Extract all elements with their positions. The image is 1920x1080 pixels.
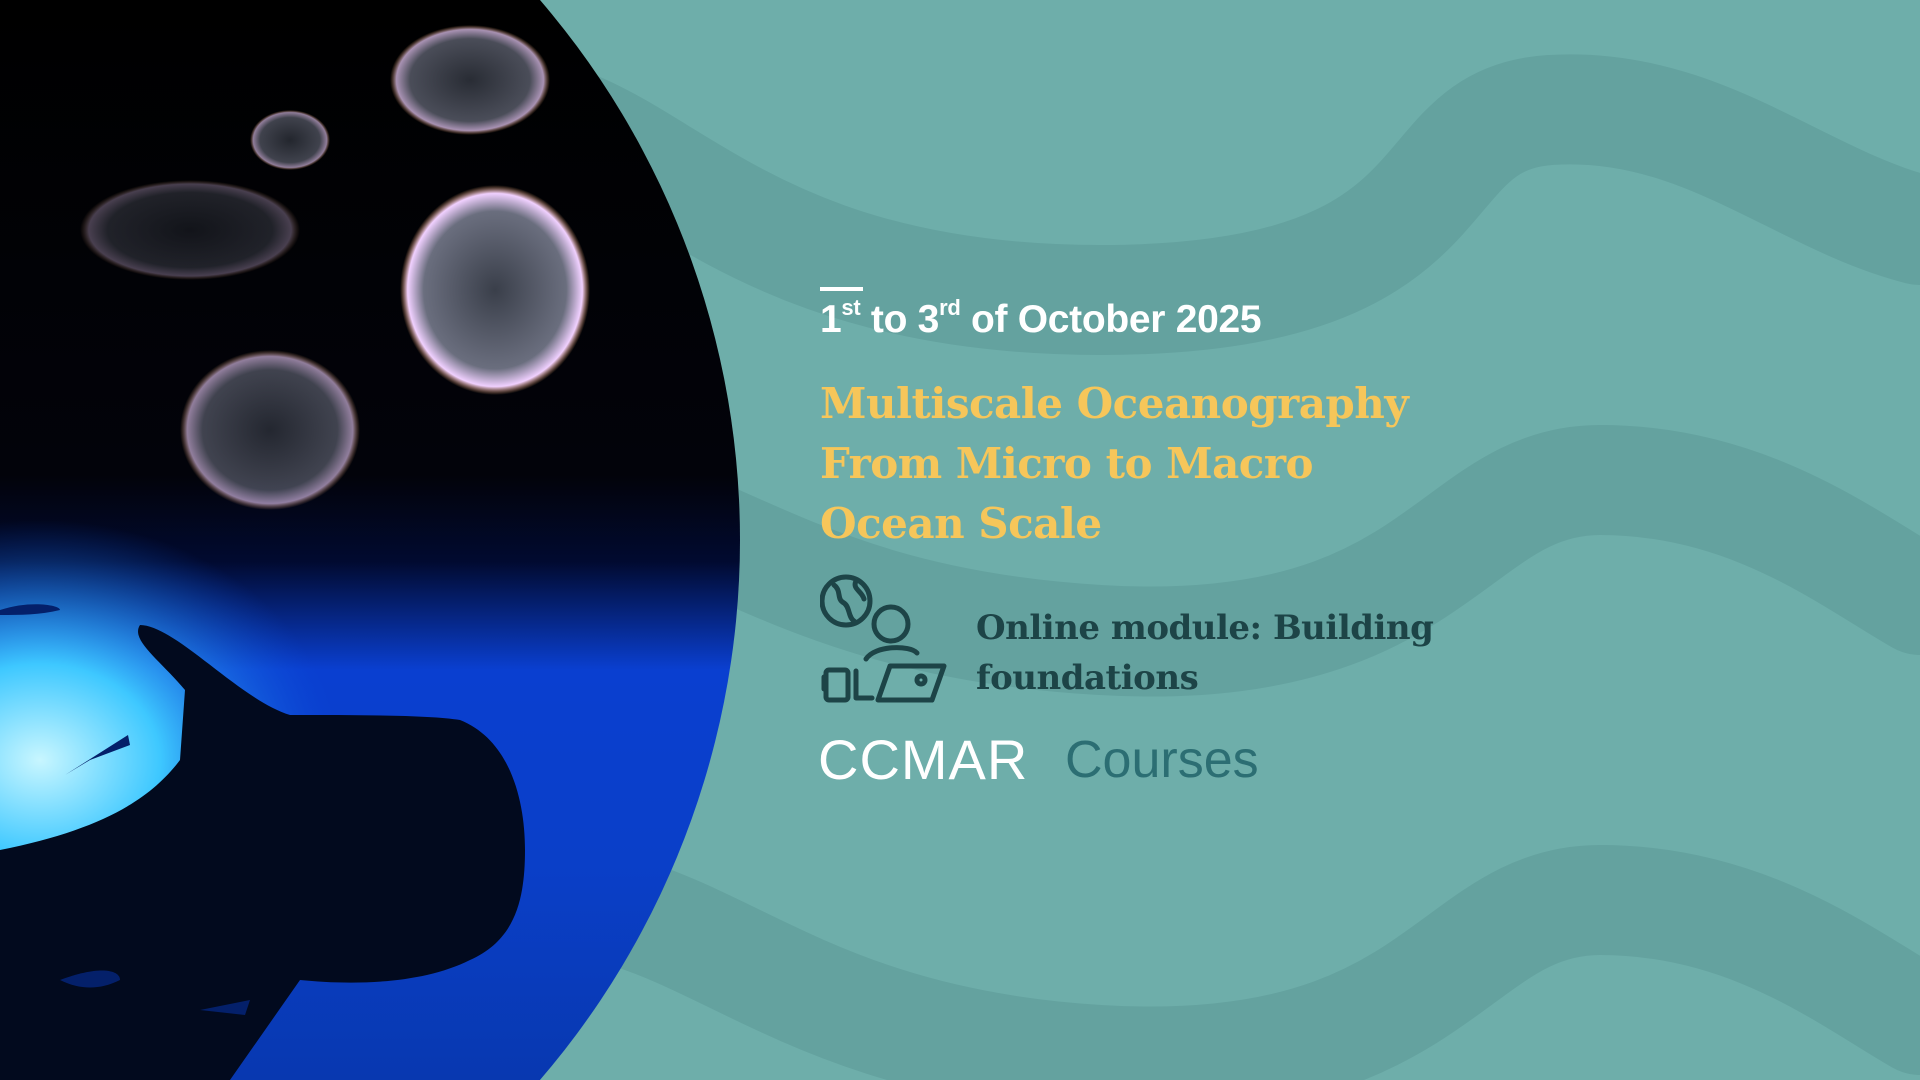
plankton [80, 180, 300, 280]
event-date: 1st to 3rd of October 2025 [820, 295, 1262, 342]
fish-silhouette [200, 1000, 250, 1015]
fish-silhouette [0, 604, 60, 615]
wave-band [445, 843, 1920, 1080]
fish-silhouette [65, 735, 130, 775]
title-line: Multiscale Oceanography [820, 379, 1409, 428]
plankton [390, 25, 550, 135]
module-line: foundations [976, 658, 1199, 698]
title-line: From Micro to Macro [820, 439, 1314, 488]
module-line: Online module: Building [976, 608, 1434, 648]
ccmar-logo: CCMAR [818, 728, 1029, 791]
module-description: Online module: Building foundations [976, 603, 1434, 703]
plankton [180, 350, 360, 510]
title-line: Ocean Scale [820, 499, 1102, 548]
whale-shark-silhouette [0, 625, 525, 1080]
wave-band [445, 54, 1920, 356]
plankton [250, 110, 330, 170]
courses-label: Courses [1065, 731, 1259, 789]
fish-silhouette [60, 970, 120, 988]
course-title: Multiscale Oceanography From Micro to Ma… [820, 374, 1409, 554]
hero-photo-circle [0, 0, 740, 1080]
online-learning-icon [820, 574, 947, 703]
plankton [400, 185, 590, 395]
accent-dash [820, 287, 863, 291]
